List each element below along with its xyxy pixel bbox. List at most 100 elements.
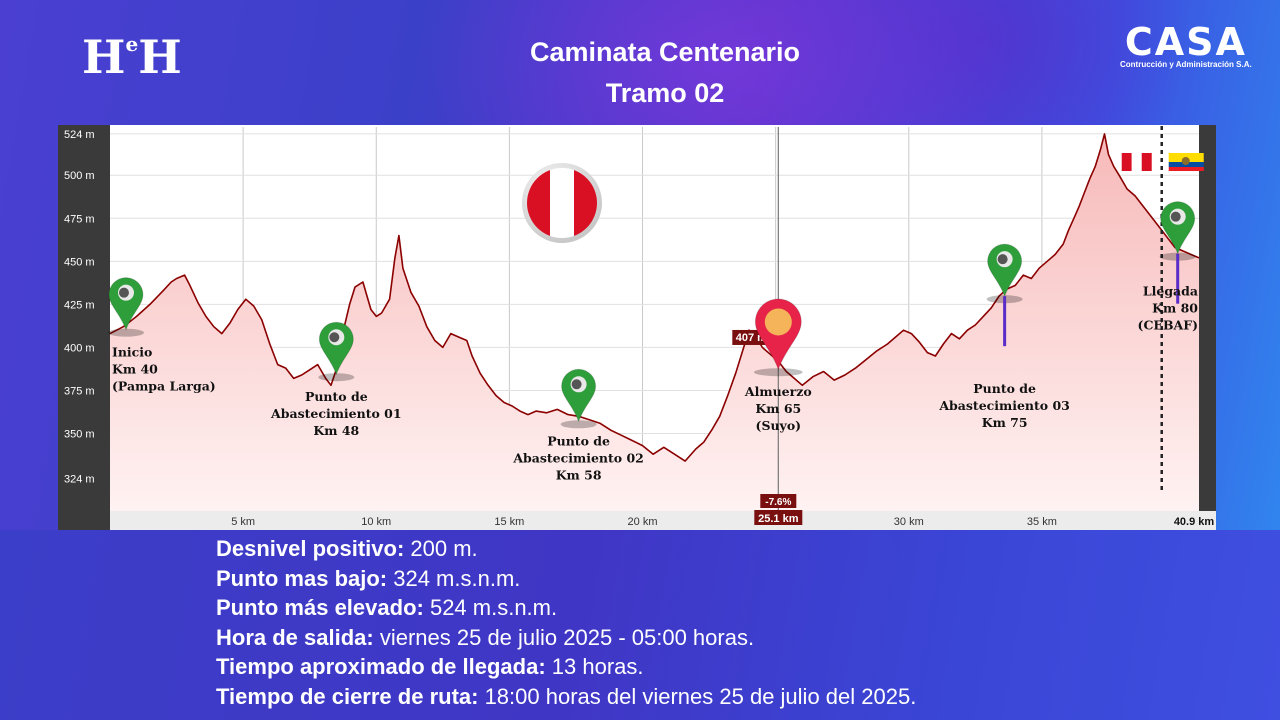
cursor-x-label-bg xyxy=(754,510,803,525)
map-pin-green-icon xyxy=(108,277,144,332)
heh-logo-e: e xyxy=(125,32,138,56)
waypoint-label-line: Punto de xyxy=(547,433,610,448)
flag-stripe xyxy=(1168,167,1204,171)
ecuador-flag xyxy=(1168,153,1204,171)
elevation-chart[interactable]: 324 m 350 m 375 m 400 m 425 m 450 m 475 m 500 m… xyxy=(58,125,1216,530)
waypoint-label-inicio: Inicio Km 40 (Pampa Larga) xyxy=(112,345,216,394)
waypoint-label-line: Punto de xyxy=(973,381,1036,396)
flag-emblem xyxy=(1181,157,1190,165)
x-tick-label: 20 km xyxy=(628,516,658,528)
waypoint-label-line: Abastecimiento 01 xyxy=(270,406,402,421)
waypoint-marker-abast-01 xyxy=(318,321,355,382)
flag-stripe xyxy=(1121,153,1132,171)
x-tick-label: 15 km xyxy=(494,516,524,528)
route-stats: Desnivel positivo: 200 m. Punto mas bajo… xyxy=(216,534,916,712)
peru-flag xyxy=(1121,153,1152,171)
x-tick-label: 5 km xyxy=(231,516,255,528)
waypoint-label-line: Abastecimiento 03 xyxy=(938,398,1070,413)
pin-center-dot xyxy=(118,287,129,298)
stat-label: Punto mas bajo: xyxy=(216,565,388,591)
stat-row-departure: Hora de salida: viernes 25 de julio 2025… xyxy=(216,623,916,653)
waypoint-label-abast-01: Punto de Abastecimiento 01 Km 48 xyxy=(270,389,402,438)
elevation-line xyxy=(109,133,1200,462)
peru-flag-badge xyxy=(522,163,602,243)
waypoint-label-line: Km 58 xyxy=(556,467,602,482)
waypoint-label-line: Punto de xyxy=(305,389,368,404)
y-tick-label: 350 m xyxy=(64,429,95,441)
heh-logo-h1: H xyxy=(82,30,125,84)
waypoint-label-line: Km 80 xyxy=(1152,301,1198,316)
waypoint-label-almuerzo: Almuerzo Km 65 (Suyo) xyxy=(744,384,812,433)
background-bottom xyxy=(0,530,1280,720)
casa-logo: CASA Contrucción y Administración S.A. xyxy=(1120,22,1252,69)
cursor-grade-bg xyxy=(760,494,797,508)
casa-logo-text: CASA xyxy=(1124,20,1247,64)
badge-stripe xyxy=(550,168,574,238)
right-edge-band xyxy=(1199,125,1216,511)
y-tick-label: 500 m xyxy=(64,170,95,182)
marker-shadow xyxy=(318,373,355,382)
map-pin-green-icon xyxy=(1160,201,1196,256)
pin-center-icon xyxy=(764,308,792,336)
waypoint-label-abast-03: Punto de Abastecimiento 03 Km 75 xyxy=(938,381,1070,430)
y-tick-label: 400 m xyxy=(64,342,95,354)
cursor-y-label: 407 m xyxy=(736,332,767,344)
map-pin-green-icon xyxy=(987,243,1023,298)
waypoint-marker-inicio xyxy=(107,277,144,337)
x-tick-label: 30 km xyxy=(894,516,924,528)
page-title: Caminata Centenario xyxy=(529,37,801,67)
y-tick-label: 475 m xyxy=(64,213,95,225)
map-pin-green-icon xyxy=(561,368,597,423)
stat-row-route-close: Tiempo de cierre de ruta: 18:00 horas de… xyxy=(216,682,916,712)
heh-logo-h2: H xyxy=(138,30,181,84)
pin-center-dot xyxy=(997,254,1008,265)
pin-center-dot xyxy=(571,379,582,390)
page-subtitle: Tramo 02 xyxy=(605,78,725,108)
pin-center-dot xyxy=(329,332,340,343)
stat-row-arrival-time: Tiempo aproximado de llegada: 13 horas. xyxy=(216,652,916,682)
y-axis-band xyxy=(58,125,110,530)
y-tick-label: 450 m xyxy=(64,256,95,268)
stat-value: 324 m.s.n.m. xyxy=(387,565,521,591)
stat-label: Tiempo aproximado de llegada: xyxy=(216,654,546,680)
casa-logo-subtitle: Contrucción y Administración S.A. xyxy=(1120,60,1252,69)
stat-row-lowest-point: Punto mas bajo: 324 m.s.n.m. xyxy=(216,564,916,594)
stat-label: Desnivel positivo: xyxy=(216,536,405,561)
badge-flag xyxy=(527,168,597,238)
stat-value: 13 horas. xyxy=(545,654,644,680)
badge-stripe xyxy=(574,168,597,238)
badge-stripe xyxy=(527,168,550,238)
waypoint-label-line: Km 75 xyxy=(982,415,1028,430)
cursor-grade-label: -7.6% xyxy=(765,497,791,508)
stat-value: 18:00 horas del viernes 25 de julio del … xyxy=(478,683,917,709)
flag-stripe xyxy=(1131,153,1142,171)
marker-shadow xyxy=(754,368,803,377)
waypoint-label-line: (Suyo) xyxy=(756,418,802,433)
waypoint-label-line: (Pampa Larga) xyxy=(112,379,216,394)
marker-shadow xyxy=(107,328,144,337)
flag-stripe xyxy=(1141,153,1152,171)
y-tick-label: 375 m xyxy=(64,385,95,397)
y-tick-label: 425 m xyxy=(64,299,95,311)
waypoint-label-line: Abastecimiento 02 xyxy=(512,450,644,465)
stat-label: Punto más elevado: xyxy=(216,595,424,621)
pin-center-dot xyxy=(1170,211,1181,222)
stat-value: 200 m. xyxy=(404,536,478,561)
stat-row-elevation-gain: Desnivel positivo: 200 m. xyxy=(216,534,916,564)
waypoint-label-line: Km 40 xyxy=(112,362,158,377)
waypoint-marker-abast-03 xyxy=(986,243,1023,347)
waypoint-label-abast-02: Punto de Abastecimiento 02 Km 58 xyxy=(512,433,644,482)
heh-logo: HeH xyxy=(82,30,182,84)
stat-row-highest-point: Punto más elevado: 524 m.s.n.m. xyxy=(216,593,916,623)
elevation-area xyxy=(110,133,1199,511)
waypoint-label-line: Km 65 xyxy=(755,401,801,416)
elevation-chart-svg[interactable]: 324 m 350 m 375 m 400 m 425 m 450 m 475 m 500 m… xyxy=(58,125,1216,530)
stat-value: viernes 25 de julio 2025 - 05:00 horas. xyxy=(373,624,755,650)
x-tick-label: 35 km xyxy=(1027,516,1057,528)
waypoint-label-line: Km 48 xyxy=(313,423,359,438)
waypoint-label-line: Llegada xyxy=(1143,284,1198,299)
marker-shadow xyxy=(560,420,597,429)
waypoint-marker-abast-02 xyxy=(560,368,597,429)
waypoint-label-line: Almuerzo xyxy=(744,384,812,399)
waypoint-marker-almuerzo xyxy=(754,298,803,377)
